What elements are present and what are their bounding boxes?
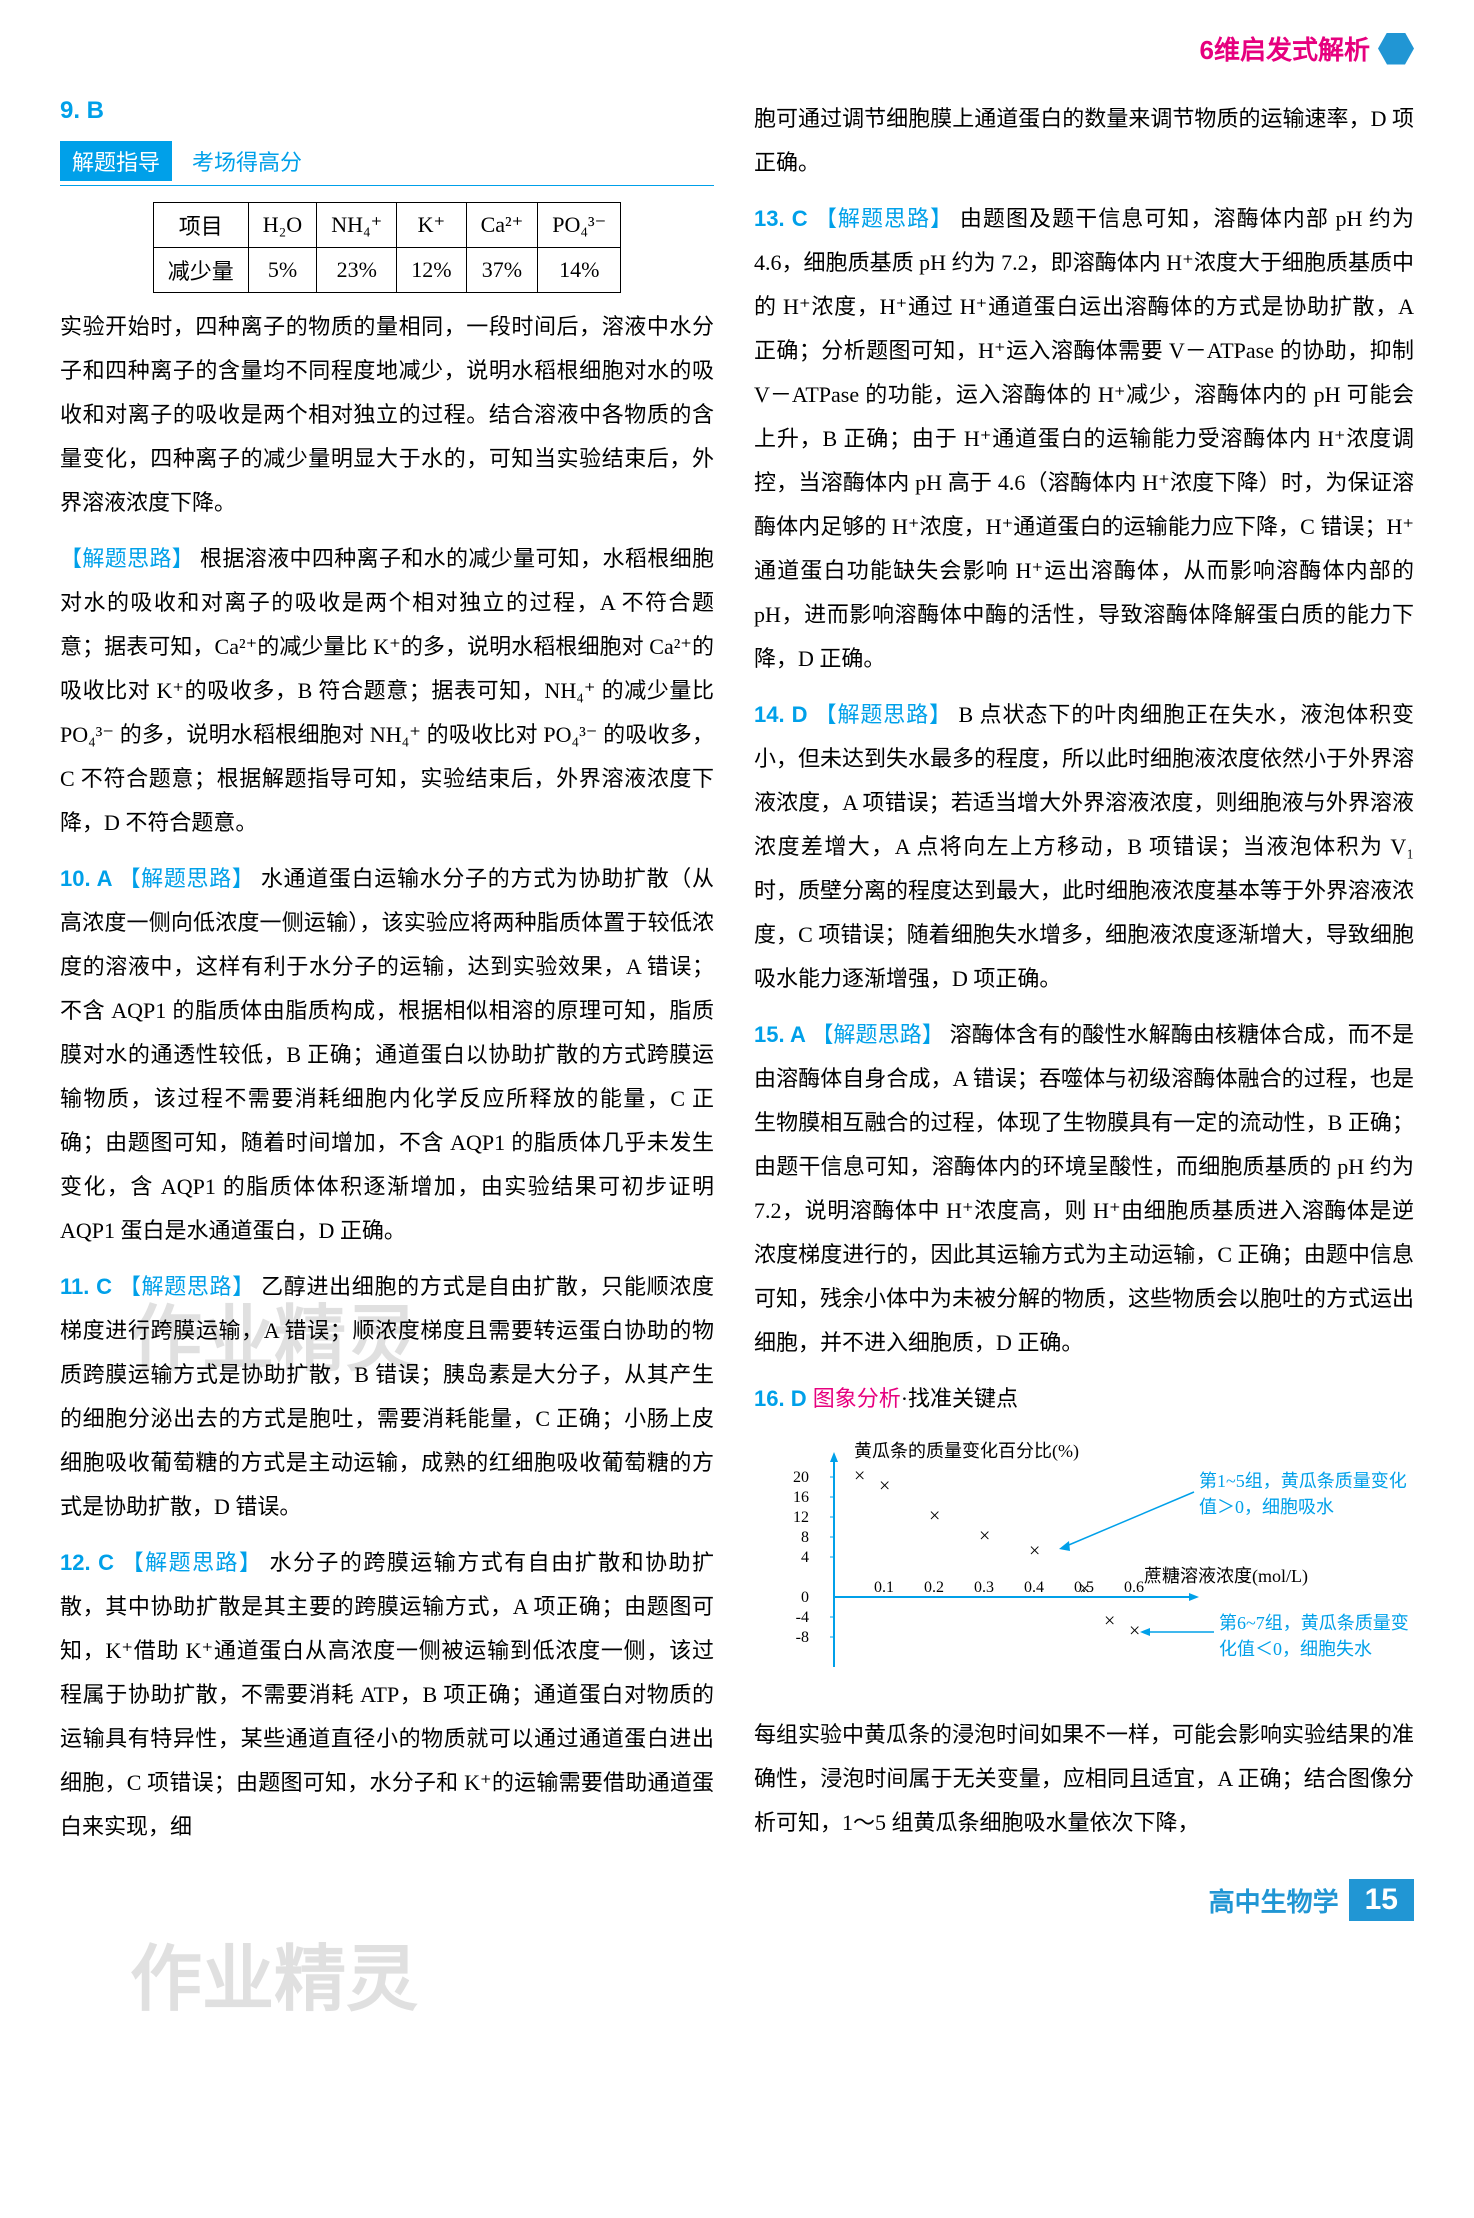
cont12: 胞可通过调节细胞膜上通道蛋白的数量来调节物质的运输速率，D 项正确。 bbox=[754, 97, 1414, 185]
q13-block: 13. C 【解题思路】 由题图及题干信息可知，溶酶体内部 pH 约为 4.6，… bbox=[754, 197, 1414, 681]
chart-container: 20 16 12 8 4 0 -4 -8 bbox=[754, 1437, 1414, 1697]
hexagon-icon bbox=[1378, 33, 1414, 65]
q13-text: 由题图及题干信息可知，溶酶体内部 pH 约为 4.6，细胞质基质 pH 约为 7… bbox=[754, 206, 1414, 671]
header-title: 6维启发式解析 bbox=[1200, 30, 1370, 67]
svg-text:0.4: 0.4 bbox=[1024, 1579, 1044, 1596]
svg-text:×: × bbox=[854, 1465, 865, 1487]
svg-text:8: 8 bbox=[801, 1529, 809, 1546]
svg-text:×: × bbox=[979, 1525, 990, 1547]
svg-text:0.3: 0.3 bbox=[974, 1579, 994, 1596]
svg-text:×: × bbox=[879, 1475, 890, 1497]
think1-label: 【解题思路】 bbox=[60, 546, 194, 571]
th-3: K⁺ bbox=[397, 203, 466, 248]
think1-text: 根据溶液中四种离子和水的减少量可知，水稻根细胞对水的吸收和对离子的吸收是两个相对… bbox=[60, 546, 714, 835]
q10-label: 【解题思路】 bbox=[118, 866, 254, 891]
svg-text:0.2: 0.2 bbox=[924, 1579, 944, 1596]
q15-label: 【解题思路】 bbox=[811, 1022, 944, 1047]
th-0: 项目 bbox=[153, 203, 248, 248]
q12-text: 水分子的跨膜运输方式有自由扩散和协助扩散，其中协助扩散是其主要的跨膜运输方式，A… bbox=[60, 1550, 714, 1839]
svg-text:-8: -8 bbox=[796, 1629, 809, 1646]
chart-xlabel: 蔗糖溶液浓度(mol/L) bbox=[1144, 1566, 1308, 1587]
svg-text:0.1: 0.1 bbox=[874, 1579, 894, 1596]
cell-4: 14% bbox=[538, 248, 621, 293]
th-1: H₂O bbox=[248, 203, 316, 248]
th-2: NH₄⁺ bbox=[317, 203, 397, 248]
think1-block: 【解题思路】 根据溶液中四种离子和水的减少量可知，水稻根细胞对水的吸收和对离子的… bbox=[60, 537, 714, 845]
svg-text:20: 20 bbox=[793, 1469, 809, 1486]
q15-text: 溶酶体含有的酸性水解酶由核糖体合成，而不是由溶酶体自身合成，A 错误；吞噬体与初… bbox=[754, 1022, 1414, 1355]
svg-text:-4: -4 bbox=[796, 1609, 809, 1626]
chart-title: 黄瓜条的质量变化百分比(%) bbox=[854, 1441, 1079, 1462]
svg-text:0: 0 bbox=[801, 1589, 809, 1606]
q14-label: 【解题思路】 bbox=[815, 702, 953, 727]
footer: 高中生物学 15 bbox=[60, 1879, 1414, 1921]
q16-label: 图象分析 bbox=[813, 1386, 901, 1411]
svg-text:4: 4 bbox=[801, 1549, 809, 1566]
q14-block: 14. D 【解题思路】 B 点状态下的叶肉细胞正在失水，液泡体积变小，但未达到… bbox=[754, 693, 1414, 1001]
q11-label: 【解题思路】 bbox=[119, 1274, 255, 1299]
q12-block: 12. C 【解题思路】 水分子的跨膜运输方式有自由扩散和协助扩散，其中协助扩散… bbox=[60, 1541, 714, 1849]
chart-annotation-1: 第1~5组，黄瓜条质量变化值＞0，细胞吸水 bbox=[1199, 1467, 1409, 1519]
guide-row: 解题指导 考场得高分 bbox=[60, 141, 714, 186]
right-column: 胞可通过调节细胞膜上通道蛋白的数量来调节物质的运输速率，D 项正确。 13. C… bbox=[754, 97, 1414, 1849]
svg-text:12: 12 bbox=[793, 1509, 809, 1526]
q14-text: B 点状态下的叶肉细胞正在失水，液泡体积变小，但未达到失水最多的程度，所以此时细… bbox=[754, 702, 1414, 991]
q16-header: 16. D 图象分析·找准关键点 bbox=[754, 1377, 1414, 1421]
svg-text:×: × bbox=[929, 1505, 940, 1527]
cell-2: 12% bbox=[397, 248, 466, 293]
cell-0: 5% bbox=[248, 248, 316, 293]
content-area: 9. B 解题指导 考场得高分 项目 H₂O NH₄⁺ K⁺ Ca²⁺ PO₄³… bbox=[60, 97, 1414, 1849]
row-label: 减少量 bbox=[153, 248, 248, 293]
q12-num: 12. C bbox=[60, 1550, 122, 1575]
q13-label: 【解题思路】 bbox=[815, 206, 953, 231]
q15-block: 15. A 【解题思路】 溶酶体含有的酸性水解酶由核糖体合成，而不是由溶酶体自身… bbox=[754, 1013, 1414, 1365]
para1: 实验开始时，四种离子的物质的量相同，一段时间后，溶液中水分子和四种离子的含量均不… bbox=[60, 305, 714, 525]
q13-num: 13. C bbox=[754, 206, 815, 231]
page-number: 15 bbox=[1349, 1879, 1414, 1921]
left-column: 9. B 解题指导 考场得高分 项目 H₂O NH₄⁺ K⁺ Ca²⁺ PO₄³… bbox=[60, 97, 714, 1849]
svg-text:×: × bbox=[1029, 1540, 1040, 1562]
svg-text:16: 16 bbox=[793, 1489, 809, 1506]
q12-label: 【解题思路】 bbox=[122, 1550, 263, 1575]
q10-block: 10. A 【解题思路】 水通道蛋白运输水分子的方式为协助扩散（从高浓度一侧向低… bbox=[60, 857, 714, 1253]
footer-text: 高中生物学 bbox=[1209, 1882, 1339, 1919]
q14-num: 14. D bbox=[754, 702, 815, 727]
th-5: PO₄³⁻ bbox=[538, 203, 621, 248]
q16-sublabel: ·找准关键点 bbox=[901, 1386, 1018, 1411]
watermark-2: 作业精灵 bbox=[130, 1920, 418, 2025]
q9-number: 9. B bbox=[60, 97, 714, 125]
q16-body: 每组实验中黄瓜条的浸泡时间如果不一样，可能会影响实验结果的准确性，浸泡时间属于无… bbox=[754, 1713, 1414, 1845]
q10-text: 水通道蛋白运输水分子的方式为协助扩散（从高浓度一侧向低浓度一侧运输），该实验应将… bbox=[60, 866, 714, 1243]
svg-text:0.6: 0.6 bbox=[1124, 1579, 1144, 1596]
guide-box: 解题指导 bbox=[60, 141, 172, 181]
q11-num: 11. C bbox=[60, 1274, 119, 1299]
cell-3: 37% bbox=[466, 248, 538, 293]
data-table: 项目 H₂O NH₄⁺ K⁺ Ca²⁺ PO₄³⁻ 减少量 5% 23% 12%… bbox=[153, 202, 622, 293]
q11-block: 11. C 【解题思路】 乙醇进出细胞的方式是自由扩散，只能顺浓度梯度进行跨膜运… bbox=[60, 1265, 714, 1529]
svg-text:×: × bbox=[1129, 1620, 1140, 1642]
chart-annotation-2: 第6~7组，黄瓜条质量变化值＜0，细胞失水 bbox=[1219, 1609, 1409, 1661]
cell-1: 23% bbox=[317, 248, 397, 293]
q10-num: 10. A bbox=[60, 866, 118, 891]
q11-text: 乙醇进出细胞的方式是自由扩散，只能顺浓度梯度进行跨膜运输，A 错误；顺浓度梯度且… bbox=[60, 1274, 714, 1519]
guide-label: 考场得高分 bbox=[192, 150, 302, 175]
q15-num: 15. A bbox=[754, 1022, 811, 1047]
svg-text:×: × bbox=[1104, 1610, 1115, 1632]
q16-num: 16. D bbox=[754, 1386, 813, 1411]
svg-text:×: × bbox=[1079, 1578, 1090, 1600]
th-4: Ca²⁺ bbox=[466, 203, 538, 248]
